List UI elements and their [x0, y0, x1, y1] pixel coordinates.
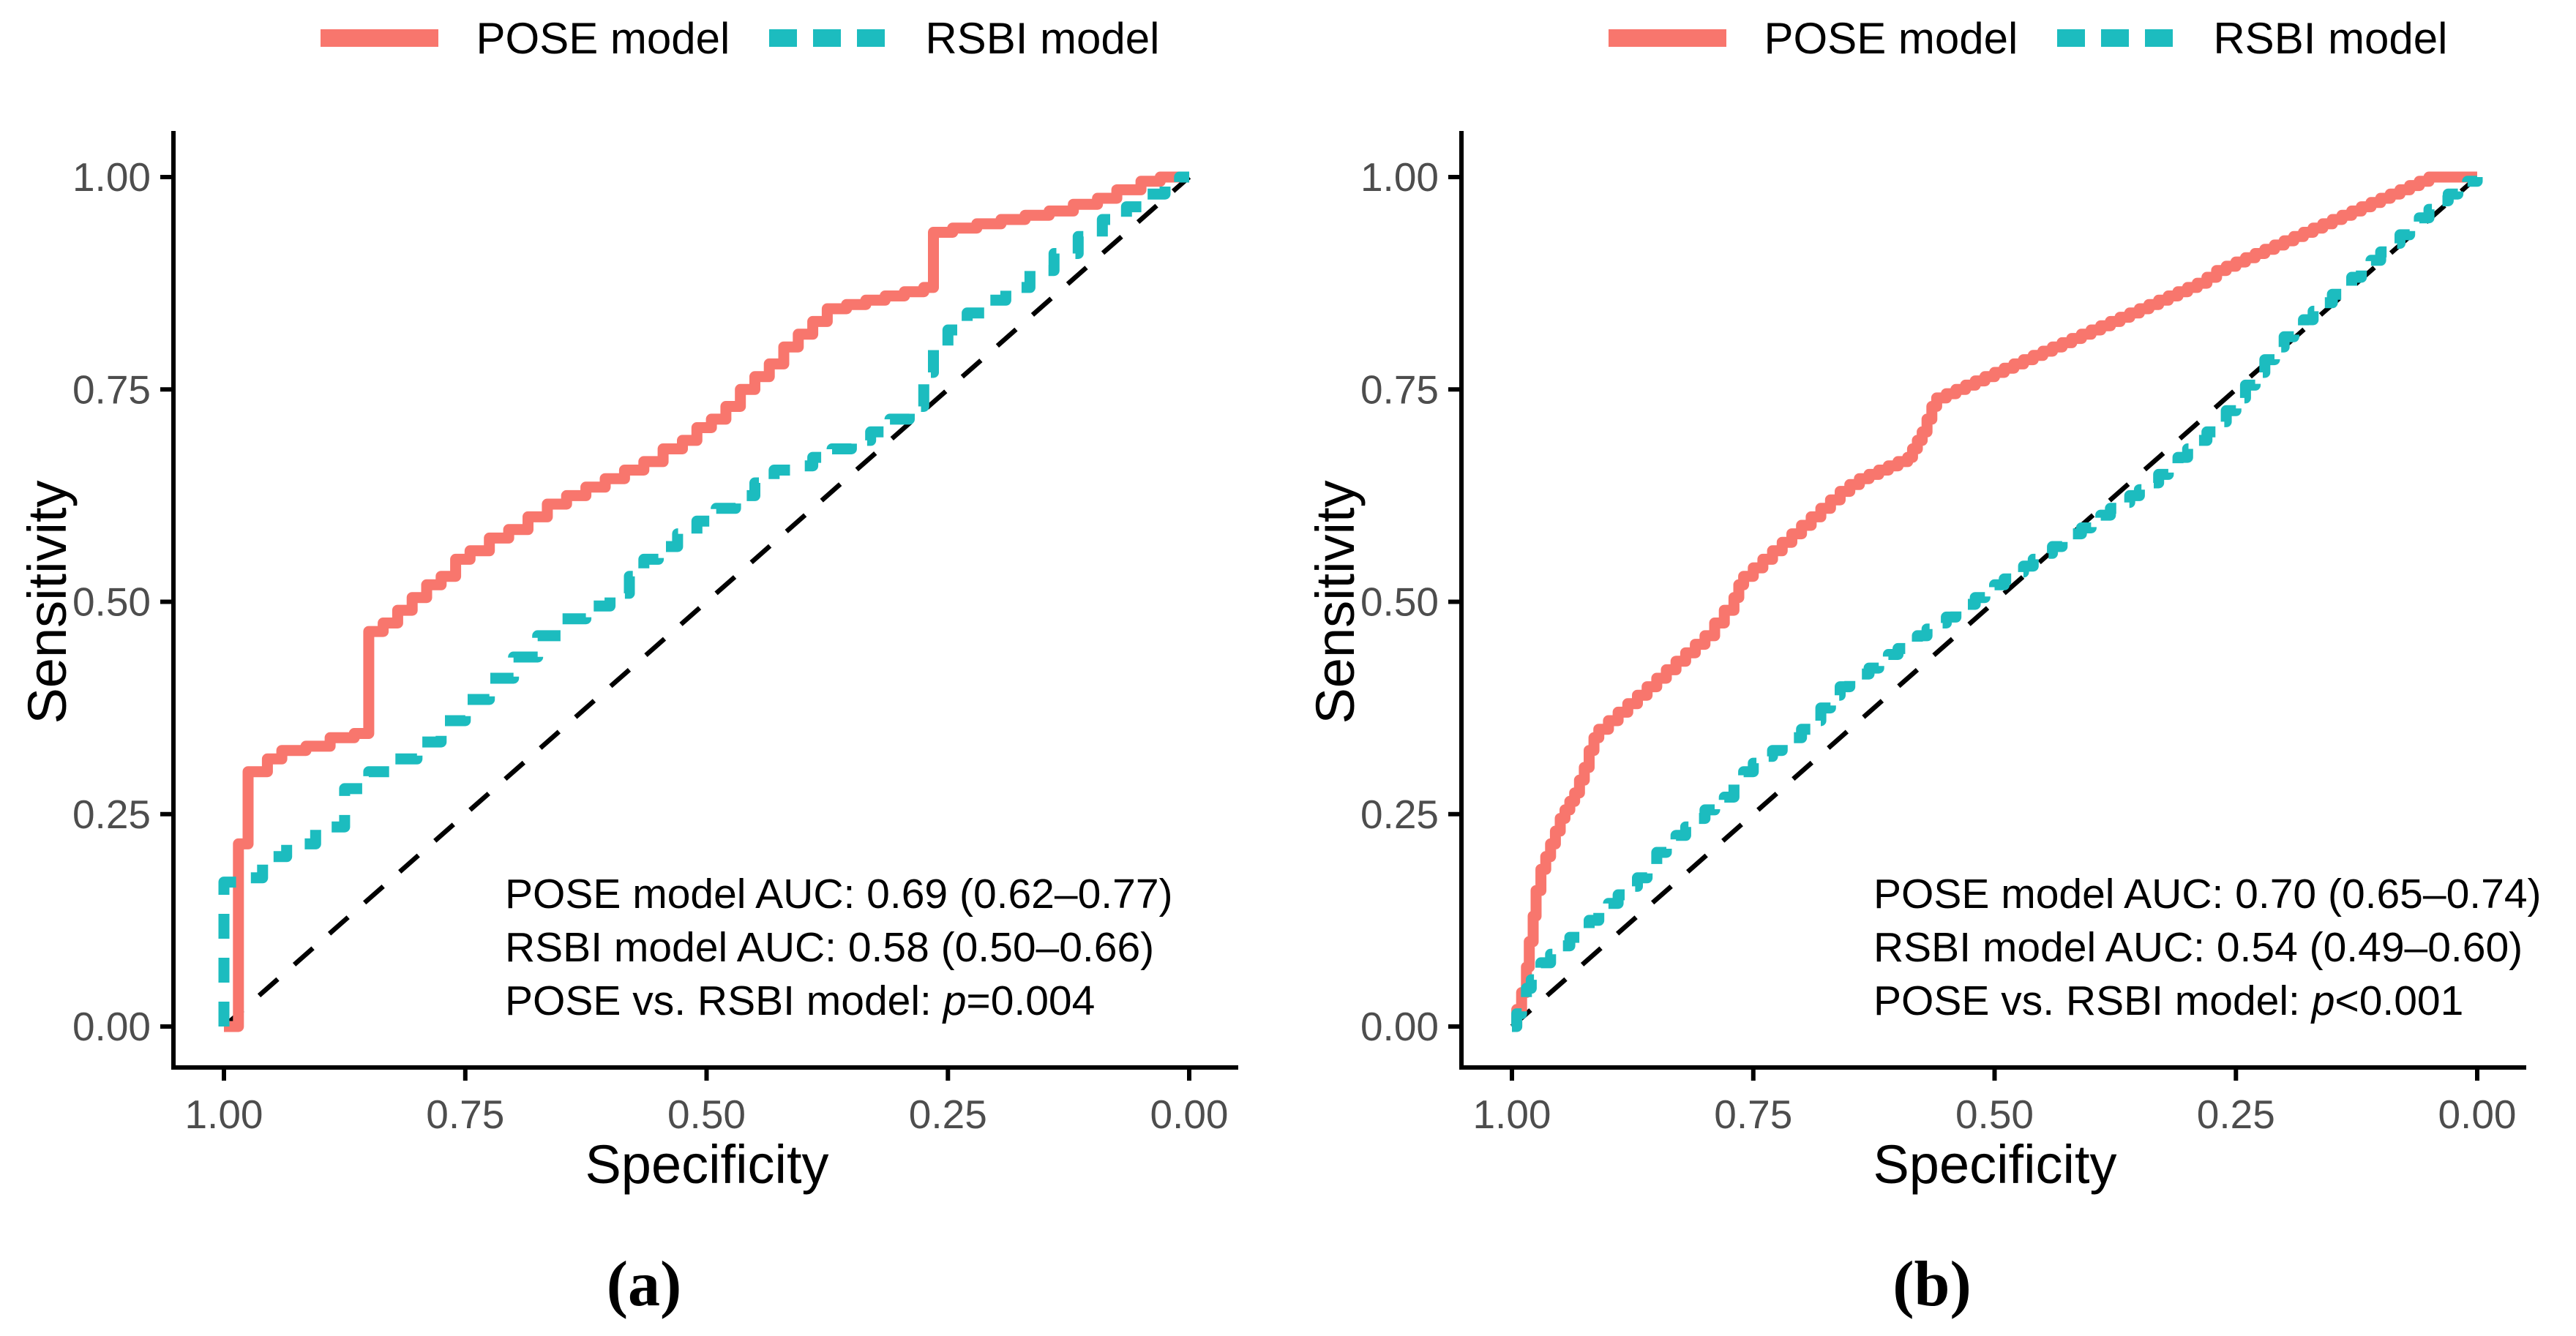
legend-label-pose: POSE model [476, 13, 730, 63]
p-symbol: p [2311, 977, 2335, 1024]
panel-label-a: (a) [606, 1249, 682, 1320]
roc-curve-rsbi [1511, 176, 2483, 1032]
y-tick-label: 1.00 [72, 154, 151, 200]
p-value-prefix: POSE vs. RSBI model: [505, 977, 943, 1024]
roc-plot-b: 1.00 0.75 0.50 0.25 0.00 0.00 0.25 0.50 0.75 1.00… [1305, 131, 2526, 1195]
x-tick-label: 0.75 [426, 1092, 504, 1137]
x-tick-label: 1.00 [184, 1092, 263, 1137]
pose-auc-text: POSE model AUC: 0.69 (0.62–0.77) [505, 871, 1173, 917]
roc-curve-pose [224, 171, 1189, 1032]
y-tick-label: 0.50 [1360, 579, 1439, 625]
auc-annotation-b: POSE model AUC: 0.70 (0.65–0.74) RSBI mo… [1873, 868, 2542, 1028]
x-axis-title: Specificity [1873, 1134, 2116, 1195]
legend-a: POSE model RSBI model [0, 0, 1288, 76]
p-value-text: POSE vs. RSBI model: p=0.004 [505, 975, 1173, 1028]
x-tick-label: 0.50 [667, 1092, 746, 1137]
panel-a: POSE model RSBI model 1.00 0.75 0.50 0.25 0.… [0, 0, 1288, 1320]
legend-item-pose: POSE model [319, 13, 730, 64]
panel-label-b: (b) [1892, 1249, 1972, 1320]
legend-label-rsbi: RSBI model [2213, 13, 2448, 63]
p-value-text: POSE vs. RSBI model: p<0.001 [1873, 975, 2542, 1028]
rsbi-auc-text: RSBI model AUC: 0.54 (0.49–0.60) [1873, 924, 2523, 971]
x-tick-label: 0.00 [1150, 1092, 1228, 1137]
y-tick-label: 0.25 [72, 792, 151, 837]
panel-b: POSE model RSBI model 1.00 0.75 0.50 0.25 0.… [1288, 0, 2576, 1336]
legend-label-pose: POSE model [1764, 13, 2018, 63]
y-tick-label: 0.75 [1360, 367, 1439, 412]
legend-item-rsbi: RSBI model [2056, 13, 2447, 64]
x-tick-label: 0.50 [1955, 1092, 2034, 1137]
x-tick-label: 0.75 [1714, 1092, 1792, 1137]
pose-line-swatch [320, 29, 438, 47]
legend-b: POSE model RSBI model [1288, 0, 2576, 76]
roc-curve-pose [1511, 171, 2477, 1032]
legend-item-pose: POSE model [1607, 13, 2018, 64]
y-tick-label: 0.00 [1360, 1004, 1439, 1049]
roc-curve-rsbi [218, 171, 1189, 1027]
roc-plot-a: 1.00 0.75 0.50 0.25 0.00 0.00 0.25 0.50 0.75 1.00… [17, 131, 1238, 1195]
x-tick-label: 1.00 [1472, 1092, 1551, 1137]
x-tick-label: 0.00 [2438, 1092, 2516, 1137]
p-value-suffix: <0.001 [2334, 977, 2464, 1024]
legend-label-rsbi: RSBI model [925, 13, 1160, 63]
p-value-suffix: =0.004 [966, 977, 1096, 1024]
pose-line-swatch [1608, 29, 1726, 47]
rsbi-line-swatch [2057, 29, 2176, 47]
x-tick-label: 0.25 [909, 1092, 987, 1137]
y-tick-label: 0.75 [72, 367, 151, 412]
rsbi-line-swatch [769, 29, 888, 47]
y-tick-label: 0.00 [72, 1004, 151, 1049]
legend-item-rsbi: RSBI model [768, 13, 1159, 64]
y-tick-label: 1.00 [1360, 154, 1439, 200]
auc-annotation-a: POSE model AUC: 0.69 (0.62–0.77) RSBI mo… [505, 868, 1173, 1028]
y-tick-label: 0.25 [1360, 792, 1439, 837]
x-tick-label: 0.25 [2197, 1092, 2275, 1137]
x-axis-title: Specificity [585, 1134, 828, 1195]
y-axis-title: Sensitivity [1305, 480, 1366, 724]
y-tick-label: 0.50 [72, 579, 151, 625]
pose-auc-text: POSE model AUC: 0.70 (0.65–0.74) [1873, 871, 2542, 917]
p-symbol: p [943, 977, 967, 1024]
p-value-prefix: POSE vs. RSBI model: [1873, 977, 2312, 1024]
rsbi-auc-text: RSBI model AUC: 0.58 (0.50–0.66) [505, 924, 1155, 971]
y-axis-title: Sensitivity [17, 480, 78, 724]
